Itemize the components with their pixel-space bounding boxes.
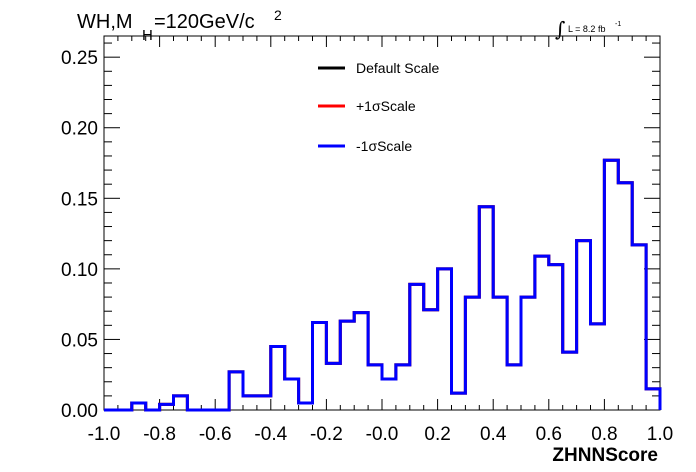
legend-label-0: Default Scale (356, 60, 439, 76)
x-tick-label: -0.8 (143, 424, 176, 445)
x-tick-label: 1.0 (647, 424, 673, 445)
x-tick-label: -0.2 (310, 424, 343, 445)
legend: Default Scale +1σScale -1σScale (318, 60, 439, 154)
x-tick-label: -0.6 (199, 424, 232, 445)
x-tick-label: -0.0 (366, 424, 399, 445)
x-axis-label: ZHNNScore (552, 445, 658, 466)
series-line-2 (104, 158, 662, 412)
luminosity-text: L = 8.2 fb (568, 24, 605, 34)
legend-label-2: -1σScale (356, 138, 412, 154)
x-tick-label: -1.0 (88, 424, 121, 445)
x-tick-label: 0.4 (480, 424, 507, 445)
title-superscript: 2 (274, 7, 282, 23)
y-tick-label: 0.00 (61, 401, 98, 422)
title-rest: =120GeV/c (154, 11, 255, 33)
luminosity-superscript: -1 (615, 21, 621, 28)
title-main: WH,M (77, 11, 133, 33)
x-tick-label: 0.8 (591, 424, 617, 445)
histogram-series (104, 158, 662, 412)
chart-title: WH,M H =120GeV/c 2 (77, 7, 282, 44)
luminosity-annotation: ∫ L = 8.2 fb -1 (555, 17, 621, 41)
y-tick-label: 0.25 (61, 48, 98, 69)
y-tick-label: 0.20 (61, 119, 98, 140)
x-tick-label: -0.4 (254, 424, 287, 445)
integral-sign: ∫ (555, 17, 565, 41)
x-tick-label: 0.6 (536, 424, 562, 445)
legend-label-1: +1σScale (356, 98, 416, 114)
y-tick-label: 0.15 (61, 189, 98, 210)
y-tick-label: 0.05 (61, 330, 98, 351)
axis-ticks: -1.0 -0.8 -0.6 -0.4 -0.2 -0.0 0.2 0.4 0.6 0.8 1.0 0… (61, 36, 673, 445)
x-tick-label: 0.2 (424, 424, 450, 445)
y-tick-label: 0.10 (61, 260, 98, 281)
